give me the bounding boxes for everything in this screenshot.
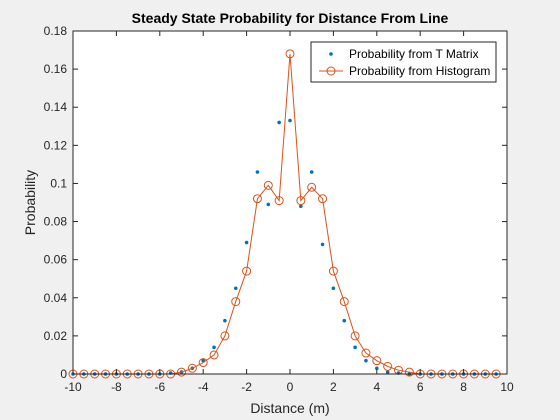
y-tick-label: 0.04 (44, 291, 68, 305)
t-matrix-data-point (309, 170, 314, 174)
histogram-data-point (404, 367, 414, 377)
histogram-data-point (296, 196, 306, 206)
histogram-data-point (209, 350, 219, 360)
x-tick-label: -10 (64, 380, 82, 394)
histogram-data-point (263, 180, 273, 190)
y-tick-label: 0.1 (50, 176, 67, 190)
histogram-data-point (198, 358, 208, 368)
t-matrix-data-point (364, 358, 368, 363)
axes-layer: -10 -8 -6 -4 -2 0 2 4 6 8 10 0 0.02 0.04 0.06 0.08 0.1 0.… (44, 24, 514, 394)
histogram-data-point (274, 196, 284, 206)
t-matrix-data-point (266, 202, 271, 207)
x-tick-label: 8 (460, 380, 467, 394)
t-matrix-data-point (255, 170, 260, 174)
x-tick-label: 4 (373, 380, 380, 394)
y-tick-label: 0.12 (44, 138, 68, 152)
y-tick-label: 0.02 (44, 329, 68, 343)
legend-circle-marker (326, 66, 336, 76)
histogram-data-point (220, 331, 230, 341)
t-matrix-data-point (320, 242, 325, 247)
x-tick-label: 10 (500, 380, 514, 394)
x-tick-label: 6 (417, 380, 424, 394)
histogram-data-point (231, 297, 241, 307)
t-matrix-data-point (342, 318, 347, 323)
histogram-data-point (383, 361, 393, 371)
y-tick-label: 0.14 (44, 100, 68, 114)
x-tick-label: 0 (287, 380, 294, 394)
t-matrix-data-point (212, 345, 216, 350)
x-tick-label: -2 (241, 380, 252, 394)
t-matrix-data-point (353, 345, 357, 350)
histogram-data-point (339, 297, 349, 307)
legend-box (310, 41, 497, 83)
t-matrix-data-point (277, 120, 281, 125)
x-tick-label: 2 (330, 380, 337, 394)
y-tick-label: 0.08 (44, 215, 68, 229)
y-tick-label: 0 (60, 367, 67, 381)
histogram-data-point (318, 194, 328, 204)
t-matrix-data-point (223, 318, 227, 323)
histogram-data-point (177, 367, 186, 377)
histogram-data-point (328, 266, 338, 276)
legend-entry-label: Probability from T Matrix (349, 47, 479, 61)
x-axis-label: Distance (m) (250, 400, 329, 416)
histogram-data-point (307, 182, 317, 192)
t-matrix-data-point (375, 366, 379, 371)
legend-dot-marker (329, 52, 333, 56)
t-matrix-data-point (299, 204, 303, 209)
legend-entry-label: Probability from Histogram (349, 64, 490, 78)
histogram-data-point (252, 194, 262, 204)
x-tick-label: -6 (154, 380, 165, 394)
histogram-data-point (350, 331, 360, 341)
t-matrix-data-point (288, 118, 292, 123)
y-tick-label: 0.16 (44, 62, 68, 76)
histogram-data-point (285, 49, 295, 59)
legend: Probability from T Matrix Probability fro… (310, 41, 497, 83)
x-tick-label: -4 (198, 380, 209, 394)
t-matrix-data-point (331, 286, 336, 291)
plot-area (73, 31, 507, 374)
y-tick-label: 0.06 (44, 253, 68, 267)
t-matrix-data-point (233, 286, 238, 291)
y-axis-label: Probability (22, 170, 38, 235)
chart-title: Steady State Probability for Distance Fr… (132, 10, 449, 26)
histogram-data-point (372, 356, 382, 366)
histogram-data-point (242, 266, 252, 276)
histogram-data-point (361, 348, 371, 358)
y-tick-label: 0.18 (44, 24, 68, 38)
x-tick-label: -8 (111, 380, 122, 394)
t-matrix-data-point (244, 240, 249, 245)
t-matrix-data-point (385, 370, 390, 374)
histogram-data-point (187, 363, 197, 373)
